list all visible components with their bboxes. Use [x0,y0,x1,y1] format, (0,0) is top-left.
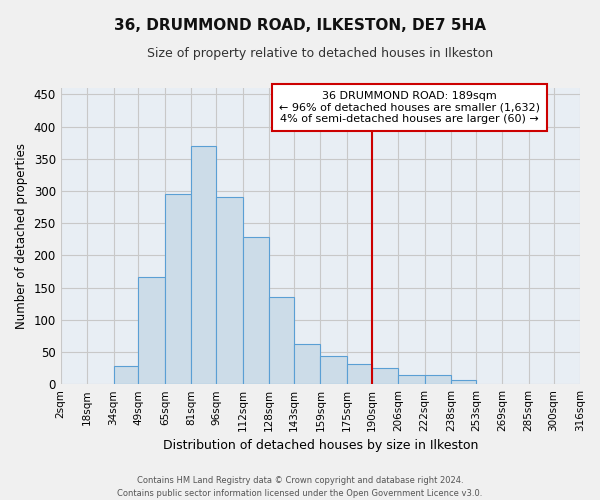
Bar [320,356,347,384]
Bar [269,298,294,384]
Y-axis label: Number of detached properties: Number of detached properties [15,143,28,329]
Bar [113,366,139,384]
Bar [165,194,191,384]
X-axis label: Distribution of detached houses by size in Ilkeston: Distribution of detached houses by size … [163,440,478,452]
Bar [139,278,165,384]
Title: Size of property relative to detached houses in Ilkeston: Size of property relative to detached ho… [147,48,493,60]
Bar [398,375,425,384]
Bar [216,198,242,384]
Bar [371,368,398,384]
Text: Contains HM Land Registry data © Crown copyright and database right 2024.
Contai: Contains HM Land Registry data © Crown c… [118,476,482,498]
Text: 36, DRUMMOND ROAD, ILKESTON, DE7 5HA: 36, DRUMMOND ROAD, ILKESTON, DE7 5HA [114,18,486,32]
Bar [425,374,451,384]
Bar [451,380,476,384]
Bar [294,344,320,384]
Bar [347,364,371,384]
Bar [242,238,269,384]
Bar [191,146,216,384]
Text: 36 DRUMMOND ROAD: 189sqm
← 96% of detached houses are smaller (1,632)
4% of semi: 36 DRUMMOND ROAD: 189sqm ← 96% of detach… [279,91,540,124]
